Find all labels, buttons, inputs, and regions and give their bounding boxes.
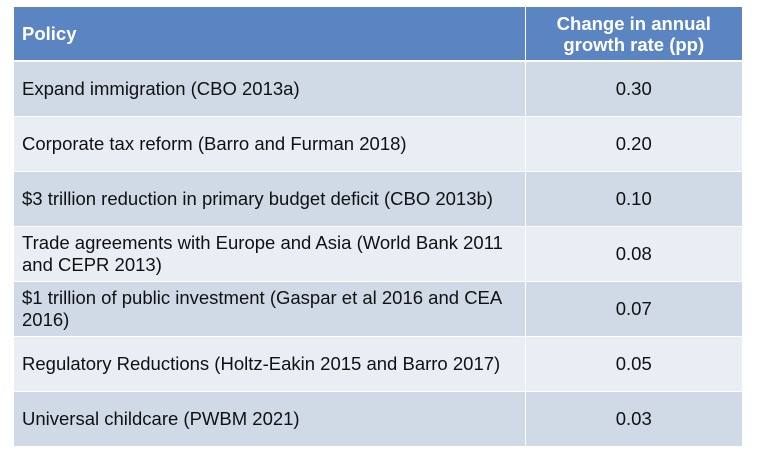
table-row: Corporate tax reform (Barro and Furman 2… [14,116,742,172]
header-change-line2: growth rate (pp) [563,33,705,55]
policy-cell: Trade agreements with Europe and Asia (W… [14,226,525,282]
growth-value-cell: 0.08 [524,226,742,282]
table-row: Regulatory Reductions (Holtz-Eakin 2015 … [14,336,742,392]
header-policy: Policy [14,7,525,62]
policy-cell: $3 trillion reduction in primary budget … [14,171,525,227]
policy-growth-table: Policy Change in annual growth rate (pp)… [14,7,742,446]
table-row: Universal childcare (PWBM 2021) 0.03 [14,391,742,446]
growth-value-cell: 0.07 [524,281,742,337]
table-row: $1 trillion of public investment (Gaspar… [14,281,742,337]
header-change-line1: Change in annual [556,12,711,34]
growth-value-cell: 0.30 [524,60,742,117]
policy-cell: Universal childcare (PWBM 2021) [14,391,525,446]
policy-cell: Regulatory Reductions (Holtz-Eakin 2015 … [14,336,525,392]
table-row: Trade agreements with Europe and Asia (W… [14,226,742,282]
header-change-in-growth: Change in annual growth rate (pp) [524,7,742,62]
policy-cell: Corporate tax reform (Barro and Furman 2… [14,116,525,172]
table-row: $3 trillion reduction in primary budget … [14,171,742,227]
policy-cell: $1 trillion of public investment (Gaspar… [14,281,525,337]
growth-value-cell: 0.05 [524,336,742,392]
table-row: Expand immigration (CBO 2013a) 0.30 [14,60,742,117]
growth-value-cell: 0.10 [524,171,742,227]
policy-cell: Expand immigration (CBO 2013a) [14,60,525,117]
table-header-row: Policy Change in annual growth rate (pp) [14,7,742,62]
growth-value-cell: 0.20 [524,116,742,172]
growth-value-cell: 0.03 [524,391,742,446]
